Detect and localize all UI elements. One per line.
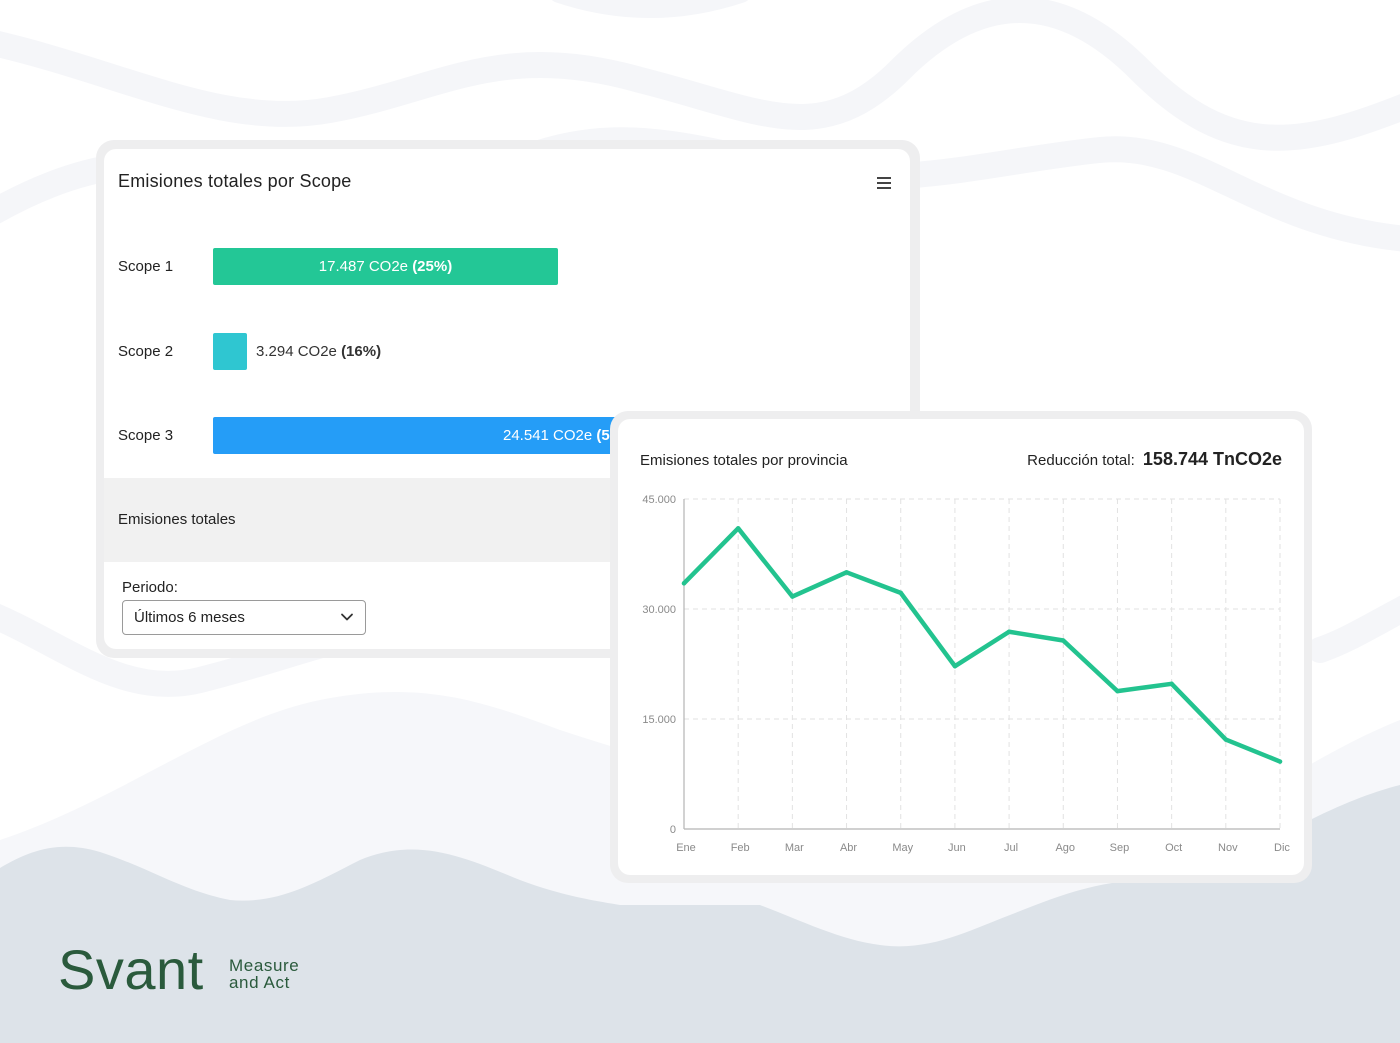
reduction-value: 158.744 TnCO2e bbox=[1142, 449, 1282, 469]
emissions-line-chart: 0 15.000 30.000 45.000 Ene Feb Mar Abr May Jun Jul… bbox=[642, 494, 1290, 854]
period-label: Periodo: bbox=[122, 579, 178, 596]
x-tick-label: Jul bbox=[1004, 842, 1018, 854]
data-point bbox=[1169, 681, 1174, 686]
data-point bbox=[1061, 638, 1066, 643]
scope-2-bar bbox=[213, 333, 247, 370]
data-point bbox=[898, 590, 903, 596]
scope-3-label: Scope 3 bbox=[118, 427, 174, 444]
x-tick-label: Abr bbox=[840, 842, 857, 854]
data-point bbox=[790, 594, 795, 599]
logo-tagline-2: and Act bbox=[229, 973, 290, 992]
series-line bbox=[681, 526, 1283, 764]
period-select[interactable]: Últimos 6 meses bbox=[122, 600, 366, 635]
y-tick-label: 0 bbox=[670, 824, 676, 836]
x-tick-label: Feb bbox=[731, 842, 750, 854]
svant-logo: Svant bbox=[58, 938, 204, 1001]
data-point bbox=[1223, 737, 1229, 742]
y-tick-label: 45.000 bbox=[642, 494, 676, 506]
totals-label: Emisiones totales bbox=[118, 511, 236, 528]
scope-1-value: 17.487 CO2e (25%) bbox=[318, 258, 453, 275]
data-point bbox=[952, 664, 958, 669]
x-tick-label: Jun bbox=[948, 842, 966, 854]
data-point bbox=[844, 570, 849, 575]
hamburger-menu-icon[interactable] bbox=[874, 175, 894, 191]
period-select-value: Últimos 6 meses bbox=[134, 609, 245, 626]
reduction-total: Reducción total: 158.744 TnCO2e bbox=[1027, 449, 1282, 470]
scope-3-value: 24.541 CO2e (5 bbox=[503, 427, 610, 444]
x-tick-label: Nov bbox=[1218, 842, 1238, 854]
x-tick-label: May bbox=[892, 842, 913, 854]
province-card-title: Emisiones totales por provincia bbox=[640, 452, 848, 469]
scope-card-body: Emisiones totales por Scope Scope 1 17.4… bbox=[104, 149, 910, 649]
data-point bbox=[1277, 759, 1283, 764]
scope-1-label: Scope 1 bbox=[118, 258, 174, 275]
x-tick-label: Mar bbox=[785, 842, 804, 854]
data-point bbox=[735, 526, 741, 531]
data-point bbox=[681, 581, 687, 586]
scope-2-value: 3.294 CO2e (16%) bbox=[256, 343, 382, 360]
x-tick-label: Oct bbox=[1165, 842, 1182, 854]
y-tick-label: 30.000 bbox=[642, 604, 676, 616]
data-point bbox=[1006, 629, 1012, 634]
reduction-label: Reducción total: bbox=[1027, 452, 1135, 469]
y-tick-label: 15.000 bbox=[642, 714, 676, 726]
scope-card-title: Emisiones totales por Scope bbox=[118, 171, 352, 191]
x-tick-label: Ago bbox=[1055, 842, 1075, 854]
scope-1-bar bbox=[213, 248, 558, 285]
province-card: 0 15.000 30.000 45.000 Ene Feb Mar Abr May Jun Jul… bbox=[610, 411, 1312, 883]
logo-tagline-1: Measure bbox=[229, 956, 300, 975]
x-tick-label: Ene bbox=[676, 842, 696, 854]
scope-2-label: Scope 2 bbox=[118, 343, 174, 360]
province-card-body: 0 15.000 30.000 45.000 Ene Feb Mar Abr May Jun Jul… bbox=[618, 419, 1304, 875]
x-tick-label: Sep bbox=[1110, 842, 1130, 854]
chevron-down-icon bbox=[341, 613, 353, 621]
x-tick-label: Dic bbox=[1274, 842, 1290, 854]
data-point bbox=[1115, 688, 1120, 694]
